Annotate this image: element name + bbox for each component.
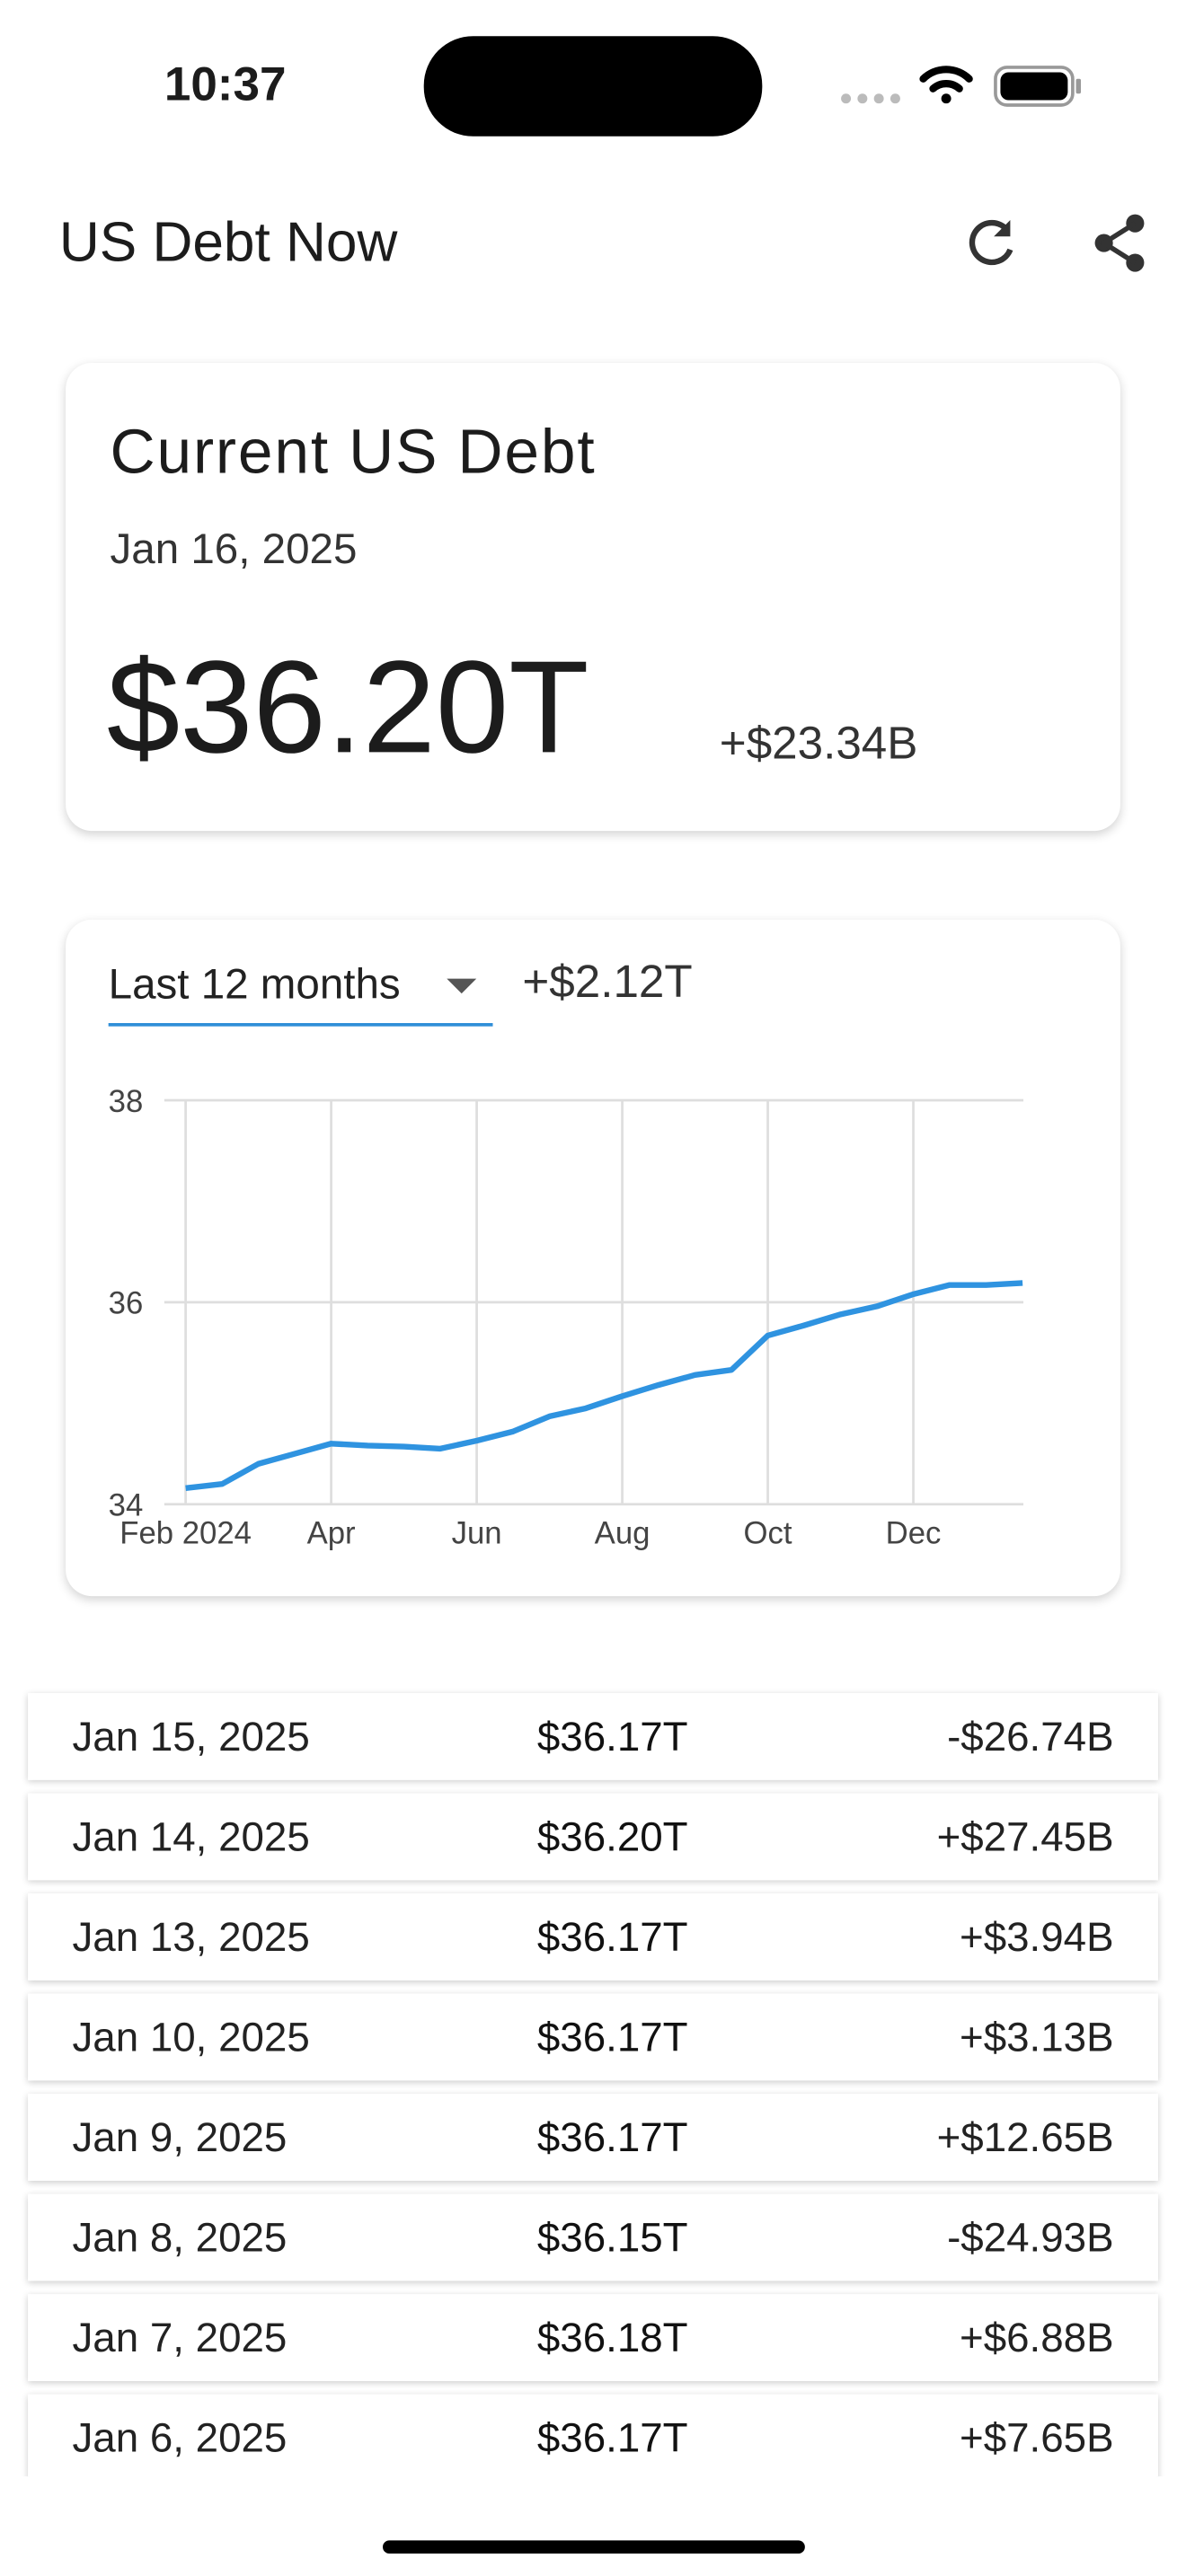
row-date: Jan 14, 2025 <box>72 1814 310 1861</box>
row-date: Jan 15, 2025 <box>72 1714 310 1760</box>
battery <box>994 66 1082 107</box>
row-date: Jan 9, 2025 <box>72 2114 288 2162</box>
row-amount: $36.15T <box>536 2215 688 2262</box>
history-row: Jan 8, 2025 $36.15T -$24.93B <box>28 2193 1158 2281</box>
row-amount: $36.17T <box>536 1914 688 1961</box>
y-tick-label: 36 <box>109 1287 144 1321</box>
row-amount: $36.17T <box>536 2015 688 2061</box>
dropdown-caret <box>447 978 477 994</box>
debt-line <box>185 1280 1023 1491</box>
history-list: Jan 15, 2025 $36.17T -$26.74B Jan 14, 2025 $… <box>0 1679 1186 2477</box>
period-label: Last 12 months <box>108 958 401 1009</box>
period-change: +$2.12T <box>522 956 693 1007</box>
signal <box>841 93 900 104</box>
history-row: Jan 9, 2025 $36.17T +$12.65B <box>28 2094 1158 2181</box>
x-tick-label: Feb 2024 <box>119 1517 252 1551</box>
app-title: US Debt Now <box>58 211 398 275</box>
refresh-button[interactable] <box>960 210 1025 276</box>
history-row: Jan 15, 2025 $36.17T -$26.74B <box>28 1692 1158 1780</box>
row-change: -$26.74B <box>947 1714 1114 1760</box>
history-row: Jan 7, 2025 $36.18T +$6.88B <box>28 2294 1158 2382</box>
card-date: Jan 16, 2025 <box>110 524 358 574</box>
row-date: Jan 13, 2025 <box>72 1914 310 1961</box>
row-date: Jan 10, 2025 <box>72 2015 310 2061</box>
row-change: +$7.65B <box>960 2415 1114 2462</box>
history-row: Jan 13, 2025 $36.17T +$3.94B <box>28 1893 1158 1981</box>
row-date: Jan 7, 2025 <box>72 2315 288 2362</box>
row-amount: $36.17T <box>536 2114 688 2162</box>
row-date: Jan 8, 2025 <box>72 2215 288 2262</box>
row-change: +$3.94B <box>960 1914 1114 1961</box>
x-tick-label: Oct <box>744 1517 792 1551</box>
debt-change: +$23.34B <box>719 717 918 769</box>
row-amount: $36.17T <box>536 1714 688 1760</box>
history-row: Jan 14, 2025 $36.20T +$27.45B <box>28 1793 1158 1881</box>
row-amount: $36.20T <box>536 1814 688 1861</box>
row-amount: $36.18T <box>536 2315 688 2362</box>
row-date: Jan 6, 2025 <box>72 2415 288 2462</box>
wifi <box>919 66 973 104</box>
chart-card: Last 12 months +$2.12T <box>66 919 1120 1597</box>
debt-amount: $36.20T <box>106 633 589 781</box>
dynamic-island <box>423 36 763 137</box>
history-row: Jan 10, 2025 $36.17T +$3.13B <box>28 1993 1158 2081</box>
row-amount: $36.17T <box>536 2415 688 2462</box>
x-tick-label: Dec <box>886 1517 942 1551</box>
period-dropdown[interactable]: Last 12 months <box>108 958 493 1027</box>
y-tick-label: 38 <box>109 1085 144 1119</box>
home-indicator <box>382 2540 805 2554</box>
share-button[interactable] <box>1087 210 1153 276</box>
current-debt-card: Current US Debt Jan 16, 2025 $36.20T +$2… <box>66 363 1120 832</box>
x-tick-label: Aug <box>595 1517 651 1551</box>
row-change: -$24.93B <box>947 2215 1114 2262</box>
card-title: Current US Debt <box>110 419 597 489</box>
row-change: +$6.88B <box>960 2315 1114 2362</box>
history-row: Jan 6, 2025 $36.17T +$7.65B <box>28 2394 1158 2477</box>
x-tick-label: Apr <box>307 1517 356 1551</box>
x-tick-label: Jun <box>452 1517 502 1551</box>
y-tick-label: 34 <box>109 1489 144 1523</box>
status-time: 10:37 <box>164 58 287 112</box>
status-bar <box>423 36 1082 137</box>
row-change: +$27.45B <box>936 1814 1114 1861</box>
row-change: +$12.65B <box>936 2114 1114 2162</box>
debt-chart: Feb 2024 Apr Jun Aug Oct Dec 34 36 38 <box>109 1085 1024 1551</box>
row-change: +$3.13B <box>960 2015 1114 2061</box>
